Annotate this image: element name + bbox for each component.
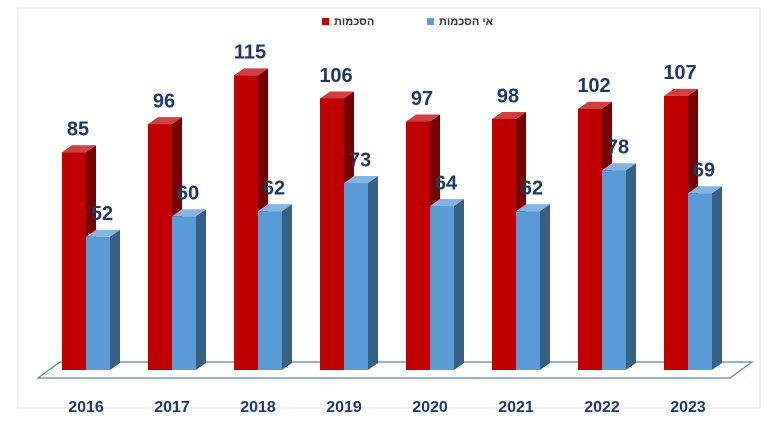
bar-side (626, 163, 636, 370)
bar-top (492, 111, 526, 119)
data-label: 52 (91, 203, 113, 225)
legend-swatch (427, 18, 434, 25)
bar (172, 216, 196, 370)
bar (578, 108, 602, 370)
bar (406, 121, 430, 371)
data-label: 85 (67, 119, 89, 141)
x-tick-label: 2022 (584, 399, 620, 416)
legend-swatch (322, 18, 329, 25)
data-label: 62 (521, 177, 543, 199)
x-tick-label: 2016 (68, 399, 104, 416)
bar (258, 211, 282, 370)
data-label: 106 (319, 65, 352, 87)
bar-top (320, 91, 354, 99)
bar (516, 211, 540, 370)
bar-top (430, 199, 464, 207)
bar (86, 236, 110, 370)
data-label: 96 (153, 90, 175, 112)
bar-top (172, 209, 206, 217)
bar-side (368, 176, 378, 370)
bar (664, 95, 688, 371)
legend-label: הסכמות (334, 16, 374, 28)
bar-side (540, 204, 550, 370)
bar (148, 124, 172, 370)
bar-side (454, 199, 464, 370)
x-tick-label: 2021 (498, 399, 534, 416)
data-label: 69 (693, 160, 715, 182)
chart-border (17, 7, 761, 409)
bar-top (86, 229, 120, 237)
bar-top (406, 114, 440, 122)
bar-side (712, 186, 722, 370)
bar-top (344, 176, 378, 184)
data-label: 97 (411, 88, 433, 110)
bar (430, 206, 454, 370)
bar (688, 193, 712, 370)
bar-top (602, 163, 636, 171)
data-label: 62 (263, 177, 285, 199)
bar-top (664, 88, 698, 96)
bar (62, 152, 86, 370)
bar (344, 183, 368, 370)
data-label: 73 (349, 149, 371, 171)
data-label: 60 (177, 183, 199, 205)
bar-side (282, 204, 292, 370)
data-label: 107 (663, 62, 696, 84)
bar (234, 75, 258, 370)
x-tick-label: 2018 (240, 399, 276, 416)
bar-top (688, 186, 722, 194)
bar-side (110, 229, 120, 370)
bar-top (62, 145, 96, 153)
bar-top (148, 117, 182, 125)
legend-label: אי הסכמות (439, 16, 494, 28)
bar-top (234, 68, 268, 76)
bar-top (578, 101, 612, 109)
x-tick-label: 2023 (670, 399, 706, 416)
data-label: 115 (234, 42, 266, 64)
bar (320, 98, 344, 370)
bar-top (258, 204, 292, 212)
data-label: 78 (607, 136, 629, 158)
floor (36, 361, 754, 379)
bar-top (516, 204, 550, 212)
data-label: 98 (497, 85, 519, 107)
x-tick-label: 2017 (154, 399, 190, 416)
bar (602, 170, 626, 370)
x-tick-label: 2020 (412, 399, 448, 416)
bar (492, 118, 516, 370)
x-tick-label: 2019 (326, 399, 362, 416)
data-label: 102 (577, 75, 610, 97)
bar-side (196, 209, 206, 370)
data-label: 64 (435, 172, 458, 194)
